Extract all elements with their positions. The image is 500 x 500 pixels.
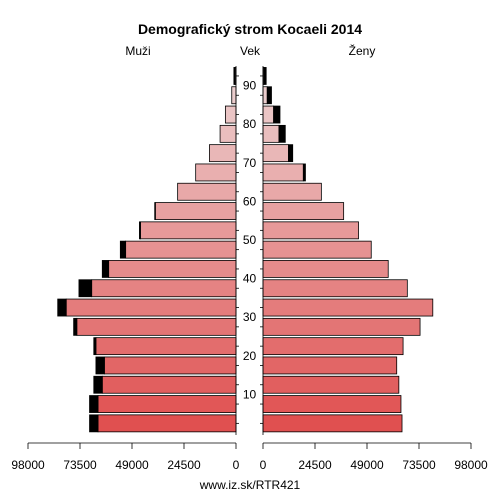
female-excess-70-74 (288, 144, 294, 163)
female-bar-15-19 (262, 356, 398, 375)
female-bar-55-59 (262, 202, 345, 220)
age-label: Vek (240, 44, 261, 58)
female-excess-65-69 (302, 163, 306, 182)
male-excess-45-49 (119, 240, 127, 259)
male-excess-35-39 (78, 279, 93, 298)
male-bar-70-74 (209, 144, 237, 163)
female-bar-35-39 (262, 279, 408, 298)
male-bar-0-4 (97, 414, 237, 433)
female-excess-90+ (263, 67, 267, 85)
female-bar-30-34 (262, 298, 434, 317)
male-excess-90+ (233, 67, 236, 85)
age-tick-label: 10 (243, 387, 257, 401)
female-bar-5-9 (262, 395, 402, 413)
age-tick-label: 60 (243, 194, 257, 208)
female-bar-10-14 (262, 375, 400, 394)
female-bar-60-64 (262, 182, 322, 201)
x-tick-label-left: 49000 (115, 458, 149, 472)
male-bar-5-9 (97, 395, 237, 413)
male-excess-25-29 (73, 317, 78, 336)
male-bar-35-39 (91, 279, 237, 298)
female-excess-85-89 (266, 86, 272, 105)
male-excess-5-9 (89, 395, 99, 413)
male-bars (57, 67, 237, 433)
age-tick-label: 30 (243, 310, 257, 324)
female-bar-65-69 (262, 163, 304, 182)
male-excess-15-19 (95, 356, 105, 375)
age-tick-label: 50 (243, 233, 257, 247)
female-bar-45-49 (262, 240, 372, 259)
x-tick-label-left: 98000 (11, 458, 45, 472)
male-bar-10-14 (101, 375, 237, 394)
male-bar-55-59 (154, 202, 237, 220)
x-axis-right: 0 24500 49000 73500 98000 (260, 442, 488, 472)
female-bar-85-89 (262, 86, 268, 105)
male-bar-45-49 (125, 240, 237, 259)
male-excess-40-44 (101, 260, 110, 278)
age-tick-label: 90 (243, 79, 257, 93)
male-bar-20-24 (95, 337, 237, 356)
male-excess-10-14 (93, 375, 103, 394)
male-bar-25-29 (76, 317, 237, 336)
female-bar-40-44 (262, 260, 389, 278)
male-excess-55-59 (154, 202, 156, 220)
male-bar-50-54 (140, 221, 237, 240)
female-bar-0-4 (262, 414, 403, 433)
female-bar-70-74 (262, 144, 289, 163)
female-bar-80-84 (262, 105, 275, 124)
age-tick-label: 80 (243, 117, 257, 131)
male-bar-80-84 (224, 105, 237, 124)
center-age-axis: 10 20 30 40 50 60 70 80 90 (235, 66, 264, 435)
x-tick-label-right: 73500 (402, 458, 436, 472)
male-bar-30-34 (65, 298, 237, 317)
female-bars (262, 67, 434, 433)
x-axis-left: 98000 73500 49000 24500 0 (11, 442, 240, 472)
x-tick-label-right: 24500 (298, 458, 332, 472)
age-tick-label: 40 (243, 272, 257, 286)
x-tick-label-right: 98000 (454, 458, 488, 472)
x-tick-label-left: 24500 (167, 458, 201, 472)
female-bar-25-29 (262, 317, 421, 336)
male-bar-75-79 (219, 124, 237, 143)
female-excess-75-79 (278, 124, 286, 143)
footer-source: www.iz.sk/RTR421 (199, 478, 301, 492)
male-excess-20-24 (93, 337, 97, 356)
male-bar-85-89 (231, 86, 237, 105)
age-tick-label: 70 (243, 156, 257, 170)
female-excess-80-84 (273, 105, 281, 124)
male-bar-40-44 (108, 260, 237, 278)
male-excess-30-34 (57, 298, 67, 317)
male-excess-50-54 (139, 221, 141, 240)
female-label: Ženy (349, 43, 376, 58)
x-tick-label-left: 0 (233, 458, 240, 472)
age-tick-label: 20 (243, 349, 257, 363)
female-bar-20-24 (262, 337, 404, 356)
x-tick-label-left: 73500 (63, 458, 97, 472)
female-bar-50-54 (262, 221, 359, 240)
x-tick-label-right: 0 (260, 458, 267, 472)
female-bar-75-79 (262, 124, 280, 143)
male-bar-60-64 (177, 182, 237, 201)
male-bar-65-69 (195, 163, 237, 182)
male-bar-15-19 (104, 356, 237, 375)
x-tick-label-right: 49000 (350, 458, 384, 472)
chart-title: Demografický strom Kocaeli 2014 (138, 21, 362, 37)
male-excess-0-4 (89, 414, 99, 433)
male-label: Muži (125, 44, 150, 58)
